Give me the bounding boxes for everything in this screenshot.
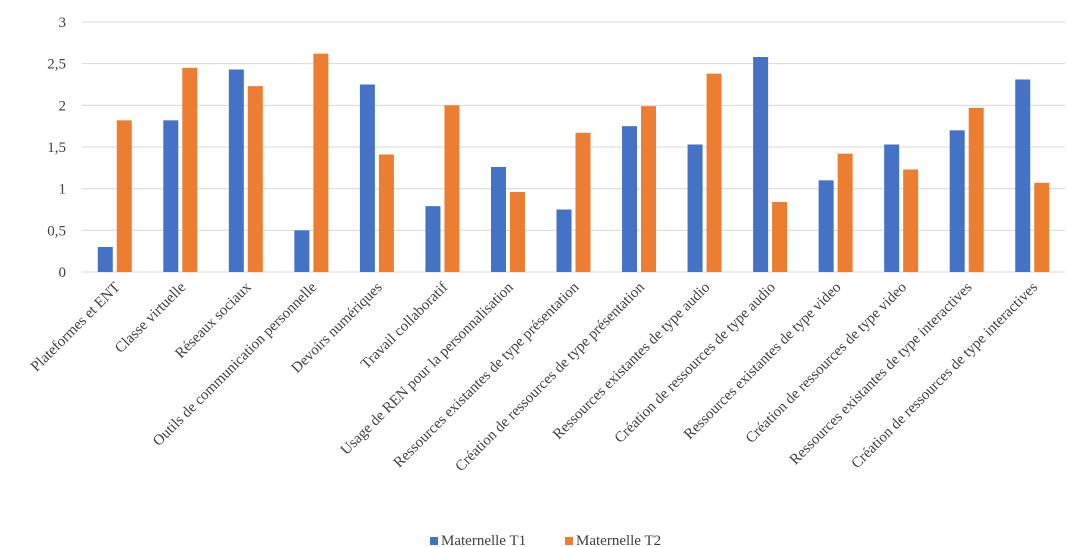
y-tick-label: 0	[59, 265, 67, 281]
bar-t1	[359, 84, 375, 272]
bar-t2	[116, 120, 132, 272]
bar-t1	[228, 69, 244, 272]
bar-t1	[884, 144, 900, 272]
y-axis-ticks: 0 0,5 1 1,5 2 2,5 3	[47, 15, 66, 281]
legend-swatch	[565, 537, 573, 545]
bar-t2	[641, 106, 657, 273]
y-tick-label: 2	[59, 98, 67, 114]
bar-t1	[818, 180, 834, 272]
bar-t1	[1015, 79, 1031, 272]
bar-t1	[294, 230, 310, 272]
bar-t2	[182, 67, 198, 272]
bar-t1	[425, 206, 441, 272]
gridlines	[82, 21, 1065, 273]
y-tick-label: 1	[59, 182, 67, 198]
bar-t1	[490, 167, 506, 272]
y-tick-label: 0,5	[47, 223, 66, 239]
bars	[97, 53, 1050, 273]
bar-t2	[837, 153, 853, 272]
bar-t1	[622, 126, 638, 273]
x-category-label: Plateformes et ENT	[28, 280, 124, 376]
bar-t2	[903, 169, 919, 272]
bar-t2	[706, 73, 722, 273]
bar-t2	[1034, 182, 1050, 272]
bar-t1	[163, 120, 179, 272]
bar-t1	[556, 209, 572, 272]
bar-t2	[247, 86, 263, 273]
bar-t1	[687, 144, 703, 272]
bar-t2	[509, 192, 525, 272]
legend: Maternelle T1 Maternelle T2	[430, 533, 661, 547]
bar-t2	[772, 202, 788, 272]
y-tick-label: 2,5	[47, 57, 66, 73]
y-tick-label: 3	[59, 15, 67, 31]
legend-swatch	[430, 537, 438, 545]
bar-t2	[575, 132, 591, 272]
legend-label: Maternelle T2	[576, 533, 661, 547]
y-tick-label: 1,5	[47, 140, 66, 156]
bar-t1	[949, 130, 965, 272]
bar-t2	[378, 154, 394, 272]
legend-label: Maternelle T1	[441, 533, 526, 547]
bar-t2	[444, 105, 460, 272]
bar-t2	[968, 107, 984, 272]
bar-t1	[753, 57, 769, 272]
bar-t2	[313, 53, 329, 272]
bar-t1	[97, 247, 113, 272]
